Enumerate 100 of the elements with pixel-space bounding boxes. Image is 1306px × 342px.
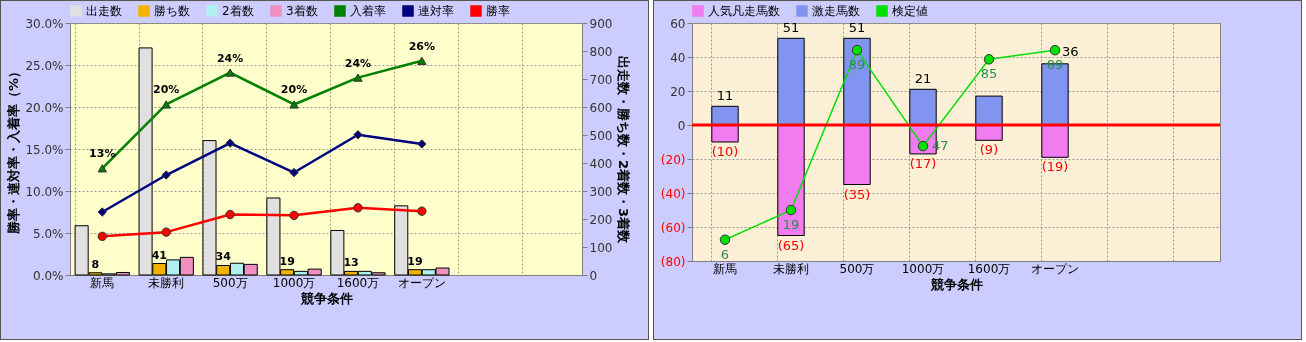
bar xyxy=(975,95,1003,126)
point xyxy=(719,234,731,245)
data-label: 19 xyxy=(407,254,423,268)
point xyxy=(161,227,171,237)
bar xyxy=(1041,124,1069,158)
data-label: 13% xyxy=(89,147,116,161)
x-tick-label: 新馬 xyxy=(713,261,737,276)
y-tick-label: 0 xyxy=(677,118,686,133)
legend-label: 3着数 xyxy=(286,4,318,18)
x-axis-title: 競争条件 xyxy=(929,276,983,292)
legend-label: 検定値 xyxy=(892,4,928,18)
data-label: (9) xyxy=(979,142,999,158)
data-label: 26% xyxy=(408,39,436,53)
y2-tick-label: 100 xyxy=(589,240,613,255)
data-label: (10) xyxy=(711,144,739,159)
point xyxy=(289,167,299,178)
y2-axis-title: 出走数・勝ち数・2着数・3着数 xyxy=(616,55,632,245)
y-tick-label: (80) xyxy=(660,254,686,269)
y-tick-label: 20.0% xyxy=(25,100,64,115)
data-label: 20% xyxy=(153,83,180,97)
data-label: 6 xyxy=(720,246,730,262)
data-label: 36 xyxy=(1062,43,1079,59)
x-tick-label: 1600万 xyxy=(967,261,1011,276)
y2-tick-label: 800 xyxy=(589,44,613,59)
y2-tick-label: 900 xyxy=(589,16,613,31)
bar xyxy=(843,37,871,126)
bar xyxy=(909,88,937,126)
y2-tick-label: 500 xyxy=(589,128,613,143)
x-tick-label: 未勝利 xyxy=(148,275,185,290)
y2-tick-label: 400 xyxy=(589,156,613,171)
y-tick-label: 40 xyxy=(670,50,686,65)
data-label: (17) xyxy=(909,155,937,171)
data-label: (65) xyxy=(777,237,805,253)
legend-label: 出走数 xyxy=(86,4,122,18)
x-tick-label: オープン xyxy=(397,275,446,290)
point xyxy=(161,170,171,180)
data-label: 19 xyxy=(279,254,295,268)
data-label: 34 xyxy=(215,250,232,264)
data-label: 8 xyxy=(91,257,100,271)
y-tick-label: 5.0% xyxy=(33,226,64,241)
point xyxy=(225,68,235,77)
point xyxy=(785,204,797,216)
data-label: 19 xyxy=(782,217,800,233)
point xyxy=(161,100,171,109)
legend-label: 人気凡走馬数 xyxy=(708,4,780,18)
data-label: 24% xyxy=(216,51,244,65)
x-tick-label: 新馬 xyxy=(90,275,115,290)
legend-label: 入着率 xyxy=(350,4,386,18)
y2-tick-label: 600 xyxy=(589,100,613,115)
point xyxy=(1049,44,1061,56)
bar xyxy=(843,124,871,185)
point xyxy=(851,44,863,56)
x-tick-label: 1600万 xyxy=(336,275,380,290)
bar xyxy=(777,124,805,236)
x-tick-label: オープン xyxy=(1031,261,1079,276)
point xyxy=(289,100,299,109)
point xyxy=(225,138,235,148)
y2-tick-label: 300 xyxy=(589,184,613,199)
data-label: 85 xyxy=(980,66,998,82)
y2-tick-label: 700 xyxy=(589,72,613,87)
data-label: 51 xyxy=(848,20,866,36)
point xyxy=(983,54,995,65)
bar xyxy=(777,37,805,126)
legend-label: 勝率 xyxy=(486,4,510,18)
data-label: 13 xyxy=(343,256,359,270)
y-tick-label: 25.0% xyxy=(25,58,64,73)
data-label: 21 xyxy=(914,71,932,87)
x-tick-label: 500万 xyxy=(839,261,875,276)
y-tick-label: 0.0% xyxy=(33,268,64,283)
point xyxy=(97,164,107,173)
point xyxy=(225,209,235,220)
y-tick-label: 10.0% xyxy=(25,184,64,199)
point xyxy=(97,231,107,242)
point xyxy=(417,206,427,216)
legend-label: 激走馬数 xyxy=(812,4,860,18)
x-tick-label: 500万 xyxy=(212,275,248,290)
y2-tick-label: 0 xyxy=(589,268,598,283)
y-tick-label: 20 xyxy=(670,84,686,99)
y-tick-label: (40) xyxy=(660,186,686,201)
legend-label: 2着数 xyxy=(222,4,254,18)
data-label: 20% xyxy=(280,83,308,97)
point xyxy=(289,210,299,221)
y-tick-label: 15.0% xyxy=(25,142,64,157)
point xyxy=(353,73,363,82)
data-label: 11 xyxy=(716,88,734,104)
point xyxy=(353,130,363,140)
data-label: 51 xyxy=(782,20,800,36)
legend-label: 連対率 xyxy=(418,4,454,18)
x-tick-label: 1000万 xyxy=(272,275,316,290)
x-tick-label: 1000万 xyxy=(901,261,945,276)
point xyxy=(97,207,107,217)
x-axis-title: 競争条件 xyxy=(299,290,353,306)
y-tick-label: 60 xyxy=(670,16,686,31)
legend-label: 勝ち数 xyxy=(154,4,190,18)
y-tick-label: 30.0% xyxy=(25,16,64,31)
point xyxy=(417,56,427,65)
x-tick-label: 未勝利 xyxy=(773,261,809,276)
y-tick-label: (20) xyxy=(660,152,686,167)
y-axis-title: 勝率・連対率・入着率（%） xyxy=(6,64,22,236)
point xyxy=(417,139,427,149)
